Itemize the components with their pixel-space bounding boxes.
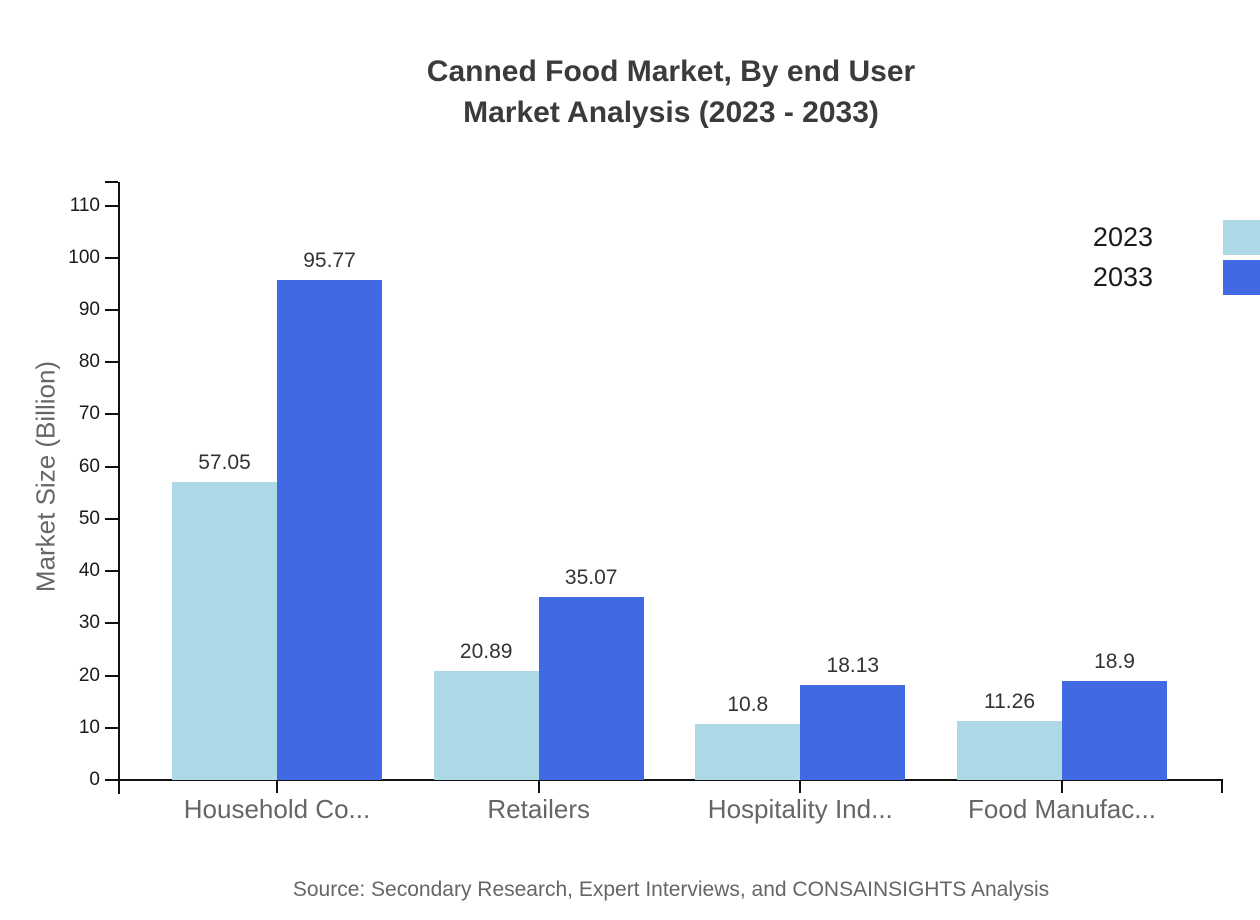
- y-tick: [105, 465, 118, 468]
- bar-2023: [172, 482, 277, 780]
- y-tick-label: 40: [78, 560, 100, 582]
- legend-label: 2023: [1092, 222, 1153, 252]
- y-axis: [118, 182, 120, 794]
- bar-value-label: 18.13: [826, 654, 880, 678]
- y-tick: [105, 779, 118, 781]
- y-tick-label: 50: [78, 507, 100, 529]
- chart-title: Canned Food Market, By end User Market A…: [120, 51, 1222, 133]
- y-tick: [105, 726, 118, 729]
- y-tick-label: 30: [78, 612, 100, 634]
- x-tick: [1061, 780, 1063, 793]
- y-tick-label: 110: [69, 194, 100, 216]
- y-tick-label: 80: [78, 351, 100, 373]
- bar-2023: [957, 721, 1062, 780]
- legend-label: 2033: [1092, 262, 1153, 292]
- y-tick-label: 90: [78, 298, 100, 320]
- x-tick: [537, 780, 540, 793]
- bar-value-label: 95.77: [303, 248, 356, 272]
- bar-2023: [433, 670, 539, 780]
- y-tick: [105, 361, 118, 364]
- y-tick-label: 70: [78, 403, 100, 425]
- x-axis-end-tick: [1221, 780, 1223, 793]
- legend-swatch-2023: [1223, 220, 1260, 255]
- y-tick: [105, 622, 118, 625]
- y-tick: [105, 674, 118, 677]
- y-axis-end-tick: [105, 181, 118, 183]
- legend-swatch-2033: [1223, 260, 1260, 295]
- bar-value-label: 35.07: [564, 565, 618, 589]
- bar-value-label: 20.89: [459, 639, 513, 663]
- y-tick: [105, 570, 118, 573]
- bar-2033: [1062, 681, 1167, 780]
- y-tick: [105, 256, 118, 259]
- legend-item-2023: 2023: [1093, 220, 1260, 255]
- bar-value-label: 10.8: [727, 692, 769, 716]
- category-label: Household Co...: [183, 794, 371, 824]
- y-tick: [105, 308, 118, 311]
- y-tick: [105, 517, 118, 520]
- x-axis: [118, 779, 1223, 781]
- y-tick-label: 100: [68, 246, 100, 268]
- chart-title-line1: Canned Food Market, By end User: [426, 55, 916, 88]
- y-tick-label: 10: [78, 716, 100, 738]
- source-note: Source: Secondary Research, Expert Inter…: [292, 878, 1050, 901]
- bar-2023: [695, 723, 801, 780]
- bar-2033: [277, 279, 382, 780]
- chart-title-line2: Market Analysis (2023 - 2033): [463, 96, 879, 129]
- bar-2033: [800, 685, 906, 780]
- y-tick-label: 0: [89, 769, 100, 790]
- x-tick: [799, 780, 802, 793]
- category-label: Food Manufac...: [968, 794, 1156, 824]
- legend-item-2033: 2033: [1093, 260, 1260, 295]
- category-label: Hospitality Ind...: [707, 794, 893, 824]
- y-tick: [105, 204, 118, 207]
- bar-value-label: 57.05: [198, 451, 251, 475]
- category-label: Retailers: [487, 794, 590, 824]
- bar-value-label: 11.26: [984, 690, 1035, 714]
- x-tick: [276, 780, 278, 793]
- bar-value-label: 18.9: [1094, 650, 1135, 674]
- y-tick-label: 60: [78, 455, 100, 477]
- y-tick-label: 20: [78, 664, 100, 686]
- y-tick: [105, 413, 118, 416]
- bar-2033: [538, 596, 644, 780]
